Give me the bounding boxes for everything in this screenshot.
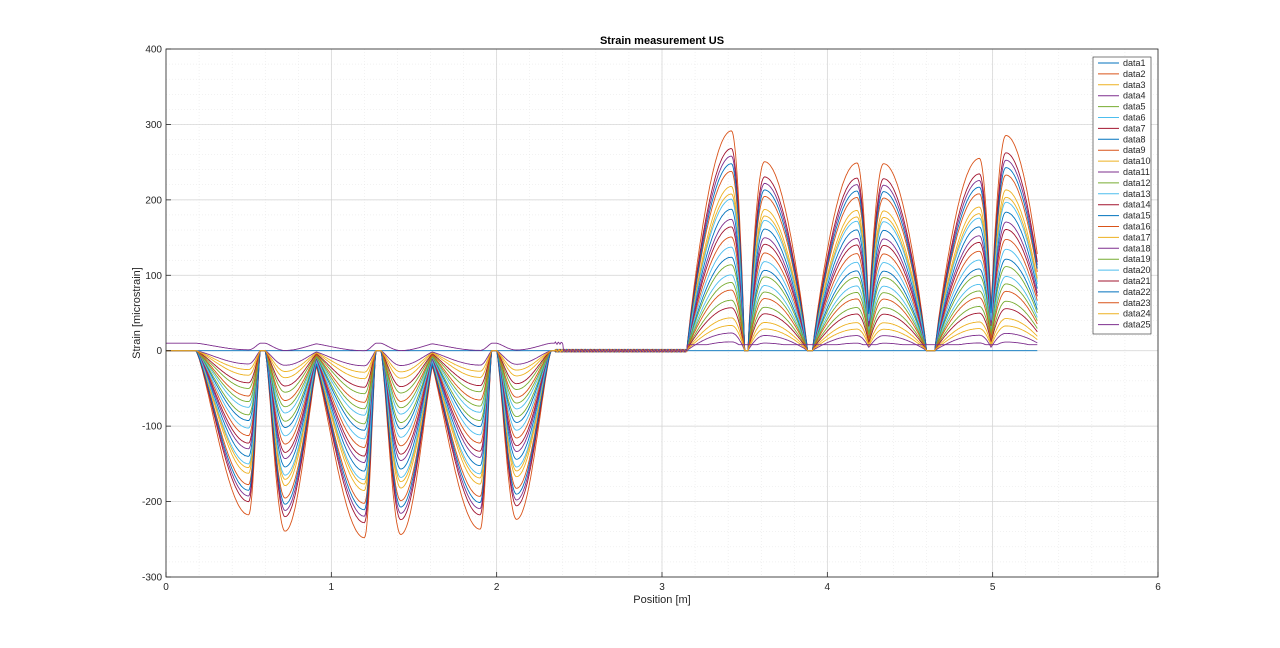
- x-tick-label: 1: [329, 582, 335, 593]
- legend-label: data18: [1123, 243, 1151, 253]
- legend-box: [1092, 56, 1152, 335]
- y-tick-label: 0: [156, 346, 162, 357]
- legend-label: data21: [1123, 276, 1151, 286]
- legend-label: data16: [1123, 222, 1151, 232]
- legend-label: data14: [1123, 200, 1151, 210]
- y-tick-label: 100: [145, 271, 162, 282]
- x-axis-ticks: 0 1 2 3 4 5 6: [163, 572, 1161, 593]
- legend-label: data7: [1123, 123, 1146, 133]
- series-line-data25: [166, 341, 1038, 353]
- legend-label: data10: [1123, 156, 1151, 166]
- legend-label: data13: [1123, 189, 1151, 199]
- y-axis-ticks: 400 300 200 100 0 -100 -200 -300: [142, 45, 171, 584]
- legend-label: data6: [1123, 113, 1146, 123]
- y-tick-label: 200: [145, 195, 162, 206]
- chart-title: Strain measurement US: [600, 35, 724, 47]
- legend-label: data17: [1123, 232, 1151, 242]
- x-tick-label: 4: [825, 582, 831, 593]
- legend-label: data11: [1123, 167, 1150, 177]
- x-tick-label: 3: [659, 582, 665, 593]
- legend-label: data15: [1123, 211, 1151, 221]
- legend-label: data2: [1123, 69, 1146, 79]
- legend-label: data19: [1123, 254, 1151, 264]
- x-tick-label: 5: [990, 582, 996, 593]
- x-tick-label: 0: [163, 582, 169, 593]
- y-tick-label: -300: [142, 573, 162, 584]
- legend-label: data25: [1123, 320, 1151, 330]
- legend-label: data22: [1123, 287, 1151, 297]
- legend: data1data2data3data4data5data6data7data8…: [1092, 56, 1152, 335]
- x-tick-label: 2: [494, 582, 500, 593]
- y-tick-label: 400: [145, 45, 162, 56]
- x-tick-label: 6: [1155, 582, 1161, 593]
- legend-label: data9: [1123, 145, 1146, 155]
- legend-label: data5: [1123, 102, 1146, 112]
- y-tick-label: -200: [142, 497, 162, 508]
- legend-label: data3: [1123, 80, 1146, 90]
- legend-label: data8: [1123, 134, 1146, 144]
- legend-label: data23: [1123, 298, 1151, 308]
- series-line-data22: [166, 163, 1038, 511]
- legend-label: data24: [1123, 309, 1151, 319]
- y-axis-label: Strain [microstrain]: [131, 267, 143, 359]
- y-tick-label: -100: [142, 422, 162, 433]
- series-line-data21: [166, 148, 1038, 524]
- legend-label: data12: [1123, 178, 1151, 188]
- legend-label: data1: [1123, 58, 1146, 68]
- y-tick-label: 300: [145, 120, 162, 131]
- x-axis-label: Position [m]: [633, 594, 690, 606]
- legend-label: data20: [1123, 265, 1151, 275]
- legend-label: data4: [1123, 91, 1146, 101]
- series-line-data24: [166, 317, 1038, 380]
- series-layer: [166, 130, 1038, 539]
